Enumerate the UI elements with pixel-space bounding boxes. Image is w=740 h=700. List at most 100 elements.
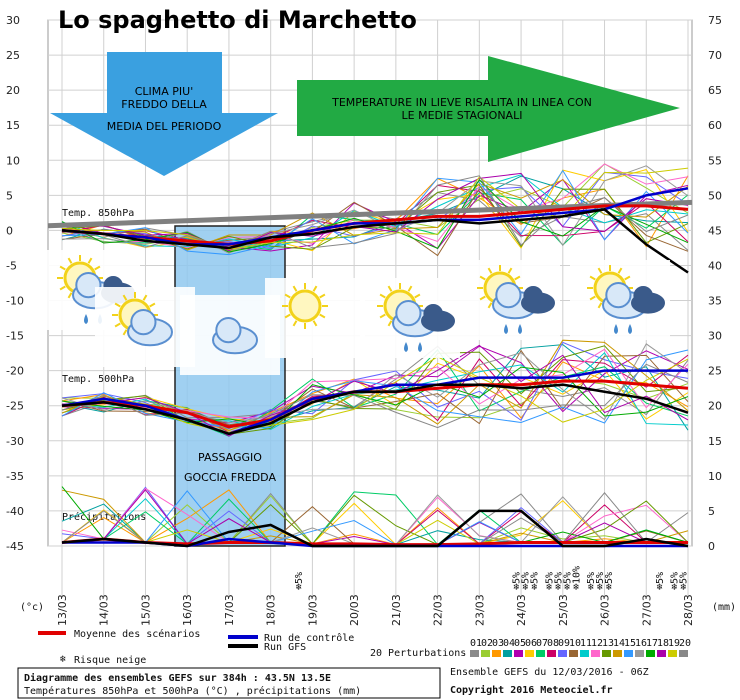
- perturbation-swatch: [503, 650, 512, 657]
- warm-arrow: [297, 56, 680, 162]
- rain-drop: [504, 324, 508, 334]
- snow-risk-percent: 5%: [294, 572, 305, 584]
- sun-ray: [142, 294, 148, 301]
- cold-arrow: [50, 52, 278, 176]
- perturbation-code: 16: [635, 638, 647, 649]
- snow-flake-icon: ❄: [564, 582, 571, 593]
- cloud-puff: [215, 317, 242, 344]
- rain-drop: [628, 324, 632, 334]
- sun-ray: [597, 267, 603, 274]
- perturbation-swatch: [492, 650, 501, 657]
- perturbation-code: 20: [679, 638, 691, 649]
- snow-flake-icon: ❄: [296, 582, 303, 593]
- snow-flake-icon: ❄: [514, 582, 521, 593]
- sun-ray: [624, 275, 631, 281]
- sun-ray: [149, 302, 156, 308]
- foreground-annotations: 5%❄5%❄5%❄5%❄5%❄5%❄5%❄10%❄5%❄5%❄5%❄5%❄5%❄…: [40, 250, 690, 593]
- series-t500-line: [61, 369, 688, 436]
- sun-ray: [292, 320, 298, 327]
- y-tick-right: 0: [708, 540, 715, 553]
- snow-risk-percent: 5%: [544, 572, 555, 584]
- snow-risk-percent: 5%: [586, 572, 597, 584]
- perturbation-code: 17: [646, 638, 658, 649]
- snow-flake-icon: ❄: [680, 582, 687, 593]
- y-tick-left: 10: [6, 154, 20, 167]
- y-tick-right: 5: [708, 505, 715, 518]
- sun-ray: [284, 313, 291, 319]
- snow-risk-percent: 5%: [604, 572, 615, 584]
- snow-risk-percent: 5%: [521, 572, 532, 584]
- perturbation-swatch: [580, 650, 589, 657]
- snow-flake-icon: ❄: [657, 582, 664, 593]
- sun-ray: [617, 267, 623, 274]
- legend-control-label: Run de contrôle: [264, 632, 354, 644]
- rain-drop: [518, 324, 522, 334]
- sun-ray: [379, 313, 386, 319]
- perturbation-code: 02: [481, 638, 493, 649]
- y-tick-left: -15: [6, 330, 24, 343]
- snow-flake-icon: ❄: [555, 582, 562, 593]
- perturbation-swatch: [613, 650, 622, 657]
- weather-icon-rain-2: [360, 278, 460, 358]
- perturbation-code: 03: [492, 638, 504, 649]
- perturbation-code: 04: [503, 638, 515, 649]
- snow-risk-percent: 5%: [562, 572, 573, 584]
- snow-flake-icon: ❄: [588, 582, 595, 593]
- cold-arrow-text-2: FREDDO DELLA: [121, 98, 207, 111]
- x-tick: 23/03: [473, 594, 486, 626]
- series-t850-line: [61, 204, 689, 246]
- weather-icon-sun: [265, 278, 365, 358]
- sun-ray: [67, 292, 73, 299]
- sun-ray: [94, 265, 101, 271]
- sun-ray: [319, 313, 326, 319]
- perturbation-code: 05: [514, 638, 526, 649]
- sun-ray: [479, 275, 486, 281]
- y-tick-left: -30: [6, 435, 24, 448]
- footer-ensemble: Ensemble GEFS du 12/03/2016 - 06Z: [450, 667, 649, 678]
- sun-ray: [479, 295, 486, 301]
- sun-ray: [114, 302, 121, 308]
- x-tick: 22/03: [432, 594, 445, 626]
- y-tick-left: 25: [6, 49, 20, 62]
- y-tick-left: -20: [6, 365, 24, 378]
- perturbation-swatch: [536, 650, 545, 657]
- y-tick-left: 0: [6, 224, 13, 237]
- y-unit-left: (°c): [20, 602, 44, 613]
- cloud-puff: [495, 282, 522, 309]
- y-tick-left: -10: [6, 295, 24, 308]
- sun-ray: [122, 329, 128, 336]
- sun-ray: [414, 293, 421, 299]
- perturbation-code: 09: [558, 638, 570, 649]
- background-annotations: CLIMA PIU'FREDDO DELLA MEDIA DEL PERIODO T…: [50, 52, 680, 547]
- perturbation-swatch: [668, 650, 677, 657]
- legend: Moyenne des scénarios Run de contrôleRun …: [17, 628, 691, 699]
- rain-drop: [404, 342, 408, 352]
- cold-arrow-text-3: MEDIA DEL PERIODO: [107, 120, 222, 133]
- perturbation-code: 15: [624, 638, 636, 649]
- y-tick-right: 20: [708, 400, 722, 413]
- legend-mean-label: Moyenne des scénarios: [74, 628, 200, 640]
- y-tick-right: 55: [708, 154, 722, 167]
- legend-snow-icon: ❄: [60, 654, 67, 665]
- label-t500: Temp. 500hPa: [62, 374, 134, 385]
- y-tick-left: -40: [6, 505, 24, 518]
- perturbation-swatch: [525, 650, 534, 657]
- x-tick: 28/03: [682, 594, 695, 626]
- perturbation-code: 07: [536, 638, 548, 649]
- perturbation-prec-line: [61, 489, 688, 546]
- chart-axes: 302520151050-5-10-15-20-25-30-35-40-4575…: [6, 6, 736, 626]
- sun-ray: [589, 275, 596, 281]
- footer-box: [17, 667, 441, 699]
- series-t500-line: [61, 383, 689, 436]
- snow-flake-icon: ❄: [573, 582, 580, 593]
- x-tick: 21/03: [390, 594, 403, 626]
- y-tick-right: 45: [708, 224, 722, 237]
- x-tick: 14/03: [98, 594, 111, 626]
- x-tick: 24/03: [515, 594, 528, 626]
- perturbation-code: 11: [580, 638, 592, 649]
- series-layer: [47, 163, 693, 548]
- weather-icon-sun-cloud: [95, 287, 195, 367]
- sun-ray: [114, 322, 121, 328]
- perturbation-line: [61, 174, 689, 248]
- perturbation-code: 06: [525, 638, 537, 649]
